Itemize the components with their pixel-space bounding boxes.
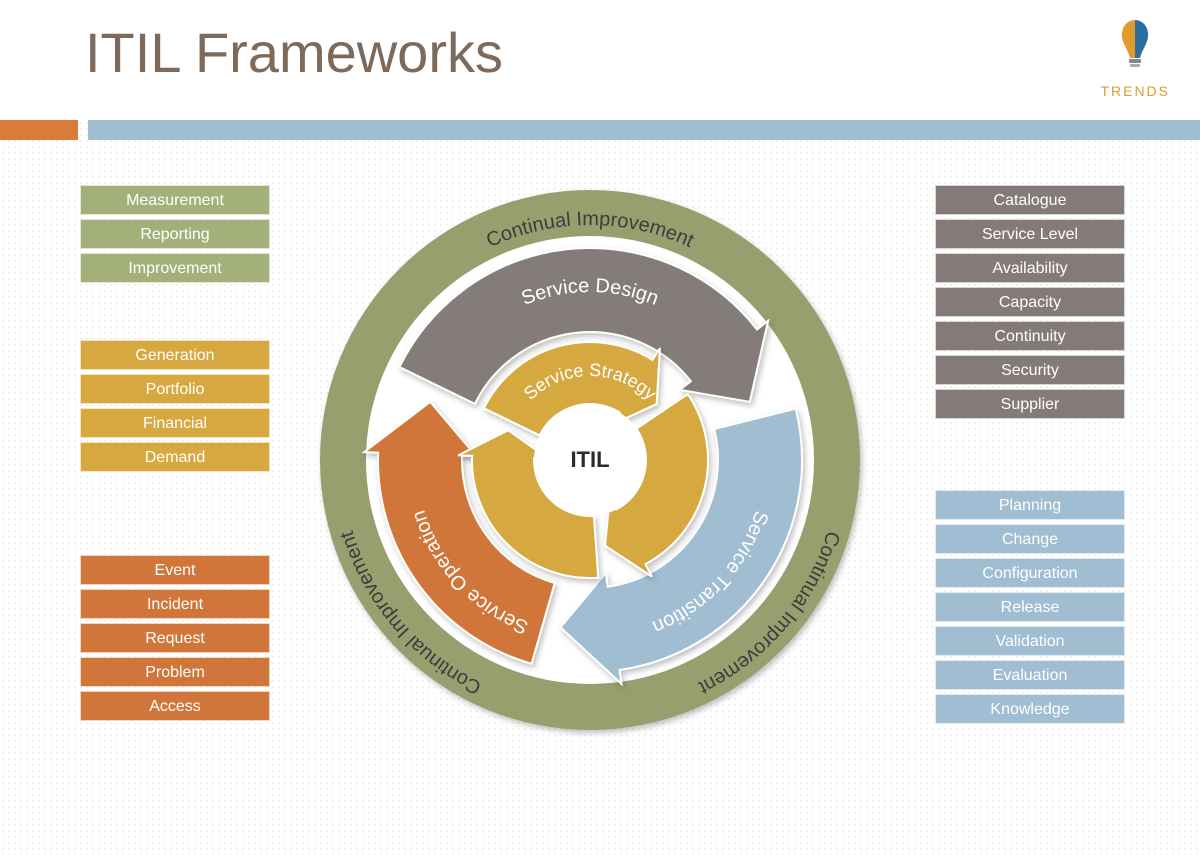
page-title: ITIL Frameworks — [85, 20, 503, 85]
pill-item: Supplier — [935, 389, 1125, 419]
pill-item: Measurement — [80, 185, 270, 215]
pill-item: Problem — [80, 657, 270, 687]
pill-item: Validation — [935, 626, 1125, 656]
brand-text: TRENDS — [1100, 83, 1170, 99]
brand-logo: TRENDS — [1100, 18, 1170, 99]
pill-item: Release — [935, 592, 1125, 622]
pill-item: Change — [935, 524, 1125, 554]
itil-cycle-diagram: Continual Improvement Continual Improvem… — [310, 180, 870, 740]
flame-orange-icon — [1122, 20, 1135, 58]
header-accent-bar — [0, 120, 1200, 140]
pill-item: Service Level — [935, 219, 1125, 249]
pill-item: Security — [935, 355, 1125, 385]
pill-item: Access — [80, 691, 270, 721]
flame-blue-icon — [1135, 20, 1148, 58]
group-service-operation: Event Incident Request Problem Access — [80, 555, 270, 721]
pill-item: Knowledge — [935, 694, 1125, 724]
group-service-design: Catalogue Service Level Availability Capaci… — [935, 185, 1125, 419]
pill-item: Improvement — [80, 253, 270, 283]
group-continual-improvement: Measurement Reporting Improvement — [80, 185, 270, 283]
pill-item: Generation — [80, 340, 270, 370]
bar-blue — [88, 120, 1200, 140]
pill-item: Evaluation — [935, 660, 1125, 690]
pill-item: Capacity — [935, 287, 1125, 317]
pill-item: Financial — [80, 408, 270, 438]
center-label: ITIL — [570, 447, 609, 473]
group-service-transition: Planning Change Configuration Release Valida… — [935, 490, 1125, 724]
pill-item: Event — [80, 555, 270, 585]
pill-item: Demand — [80, 442, 270, 472]
group-service-strategy: Generation Portfolio Financial Demand — [80, 340, 270, 472]
pill-item: Portfolio — [80, 374, 270, 404]
bulb-base2-icon — [1130, 64, 1140, 67]
pill-item: Request — [80, 623, 270, 653]
pill-item: Incident — [80, 589, 270, 619]
pill-item: Planning — [935, 490, 1125, 520]
pill-item: Catalogue — [935, 185, 1125, 215]
pill-item: Continuity — [935, 321, 1125, 351]
pill-item: Configuration — [935, 558, 1125, 588]
bulb-base-icon — [1129, 59, 1141, 63]
pill-item: Reporting — [80, 219, 270, 249]
pill-item: Availability — [935, 253, 1125, 283]
bulb-icon — [1110, 18, 1160, 76]
bar-orange — [0, 120, 78, 140]
